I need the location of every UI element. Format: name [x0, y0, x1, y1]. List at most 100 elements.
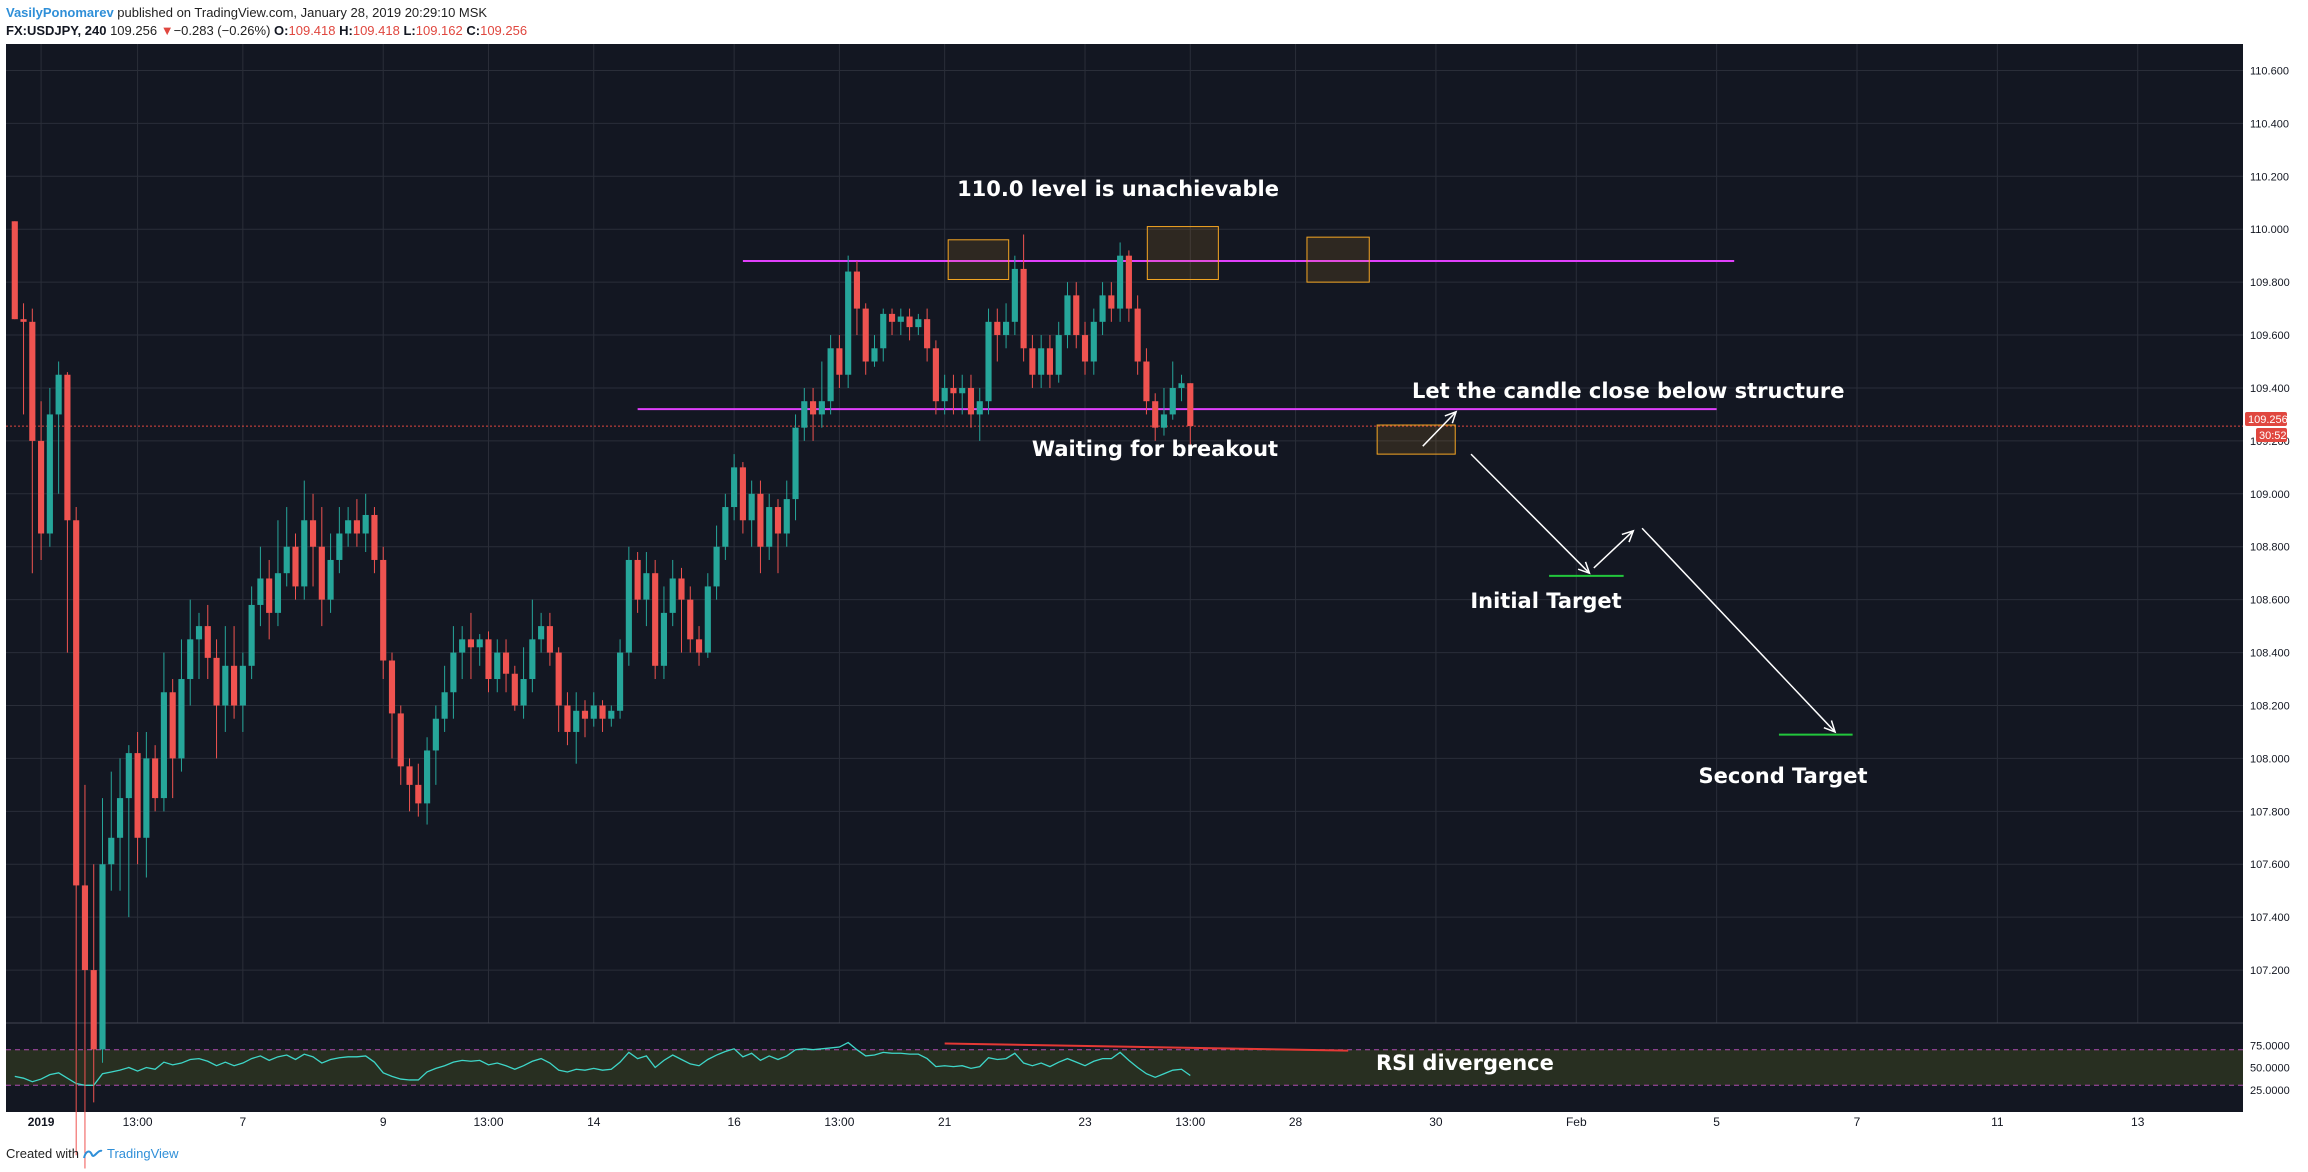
candle-body [625, 559, 632, 653]
candle [924, 308, 931, 362]
candle [774, 499, 782, 574]
candle-body [1187, 383, 1194, 427]
price-axis[interactable]: 110.600 110.400 110.200 110.000 109.800 109.6… [2250, 65, 2290, 1096]
candle-body [81, 885, 89, 971]
arrow-line [1593, 530, 1634, 569]
candle-body [827, 348, 834, 402]
candle-body [1046, 348, 1054, 375]
arrow-head-icon [1444, 410, 1458, 424]
tradingview-link[interactable]: TradingView [106, 1146, 179, 1161]
candle-body [336, 533, 343, 560]
candle-body [915, 319, 922, 328]
candle [625, 546, 632, 666]
candle [380, 546, 387, 680]
candle-body [327, 559, 334, 600]
candle-body [20, 319, 27, 322]
candle-body [1064, 295, 1071, 336]
candle-body [73, 520, 80, 886]
drawings [1422, 410, 1853, 736]
price-tick-label: 108.600 [2250, 595, 2290, 607]
price-change: −0.283 (−0.26%) [173, 23, 271, 38]
candle [941, 374, 948, 415]
candle [1169, 361, 1176, 420]
candle-body [108, 837, 115, 865]
candle-body [239, 665, 246, 706]
high-label: H: [339, 23, 353, 38]
countdown-value: 30:52 [2259, 430, 2287, 442]
time-tick-label: 13:00 [1175, 1115, 1205, 1129]
candle-body [880, 313, 887, 349]
candle-body [643, 573, 650, 600]
candle-body [415, 784, 422, 804]
candle-body [599, 705, 606, 719]
candle-body [845, 271, 852, 375]
candle-body [99, 864, 106, 1050]
candle [634, 552, 641, 613]
candle [362, 493, 369, 553]
candle [160, 652, 167, 812]
candle-body [757, 493, 764, 547]
candle-body [1125, 255, 1132, 309]
author-link[interactable]: VasilyPonomarev [6, 5, 114, 20]
candle-body [739, 467, 746, 521]
time-tick-label: 7 [240, 1115, 247, 1129]
candle [257, 546, 264, 627]
candle [871, 335, 878, 367]
candle-body [967, 387, 975, 415]
candle-body [573, 710, 580, 732]
candle-body [38, 440, 45, 534]
candle [827, 335, 834, 415]
price-tick-label: 109.400 [2250, 383, 2290, 395]
candle [1187, 383, 1194, 451]
rsi-band [6, 1049, 2243, 1086]
candle-body [1090, 321, 1097, 362]
rsi-tick-label: 50.0000 [2250, 1063, 2290, 1075]
candle-body [64, 374, 71, 521]
rsi-divergence-line [944, 1042, 1349, 1052]
candle [415, 763, 422, 817]
candle [967, 374, 975, 428]
candle [1143, 348, 1150, 415]
candle-body [888, 313, 896, 322]
candle [511, 665, 518, 711]
time-tick-label: 11 [1991, 1115, 2004, 1129]
candle [643, 552, 650, 627]
candle-body [371, 514, 378, 560]
candle-body [976, 401, 983, 415]
time-axis[interactable]: 2019 13:00 7 9 13:00 14 16 13:00 21 23 13:00 28 30 Fe… [28, 1115, 2145, 1129]
arrow-head-icon [1823, 720, 1837, 734]
candle-body [713, 546, 720, 587]
candle [731, 454, 738, 521]
candle [108, 771, 115, 891]
candle-body [195, 626, 203, 640]
structure-levels [6, 259, 2243, 427]
candle-body [748, 493, 755, 521]
candle-body [810, 401, 817, 415]
arrow-line [1641, 527, 1836, 733]
candle [1046, 335, 1054, 388]
candle [555, 647, 562, 732]
candle-body [687, 599, 694, 640]
candle [853, 260, 861, 336]
candle [125, 745, 132, 918]
tradingview-logo-icon [83, 1149, 103, 1158]
candle-body [450, 652, 457, 693]
arrow-line [1422, 411, 1457, 447]
candle [959, 374, 966, 415]
candle-body [581, 710, 589, 719]
candle [766, 493, 773, 560]
candle [371, 507, 378, 574]
publish-line: VasilyPonomarev published on TradingView… [6, 4, 527, 22]
candle-body [853, 271, 861, 309]
candle-body [46, 414, 53, 534]
candle [520, 647, 527, 719]
candle-body [608, 710, 615, 719]
annotation-110-level: 110.0 level is unachievable [957, 177, 1279, 201]
price-tick-label: 109.600 [2250, 330, 2290, 342]
candle-body [204, 626, 211, 658]
candle-body [116, 798, 124, 838]
candle [406, 758, 413, 812]
publish-info: published on TradingView.com, January 28… [117, 5, 488, 20]
candle [195, 612, 203, 680]
